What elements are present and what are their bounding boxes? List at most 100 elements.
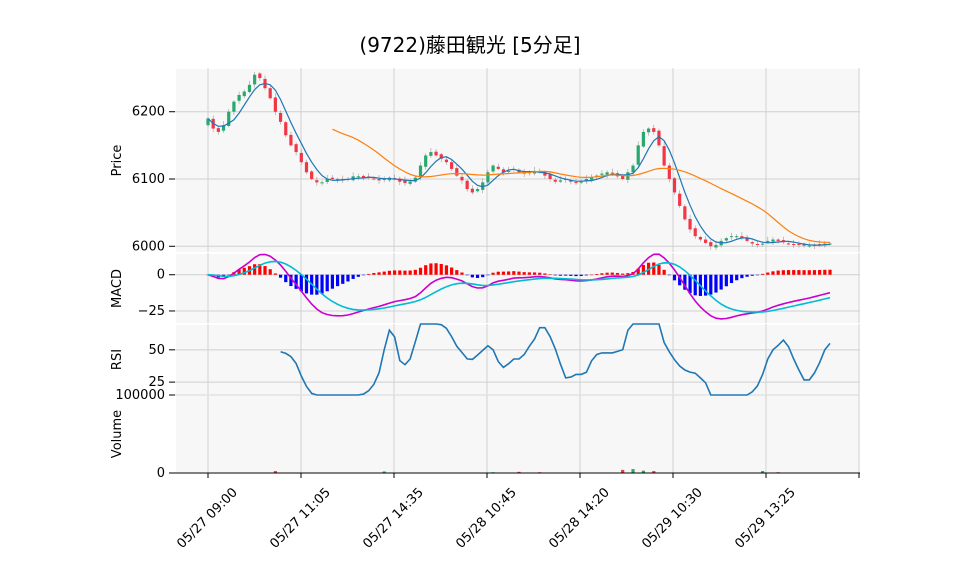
candle-body-46: [444, 159, 449, 163]
macd-bar-40: [413, 269, 417, 275]
candle-body-83: [636, 145, 640, 165]
candle-body-22: [320, 182, 324, 184]
candle-body-14: [278, 112, 283, 122]
macd-bar-36: [393, 270, 397, 275]
macd-bar-23: [325, 274, 329, 292]
macd-bar-28: [351, 274, 355, 279]
candle-body-30: [361, 175, 366, 178]
candle-body-104: [745, 237, 749, 241]
candle-body-87: [657, 130, 661, 146]
macd-bar-70: [569, 274, 573, 276]
candle-body-42: [424, 155, 428, 167]
candle-body-55: [491, 165, 495, 172]
macd-bar-38: [403, 270, 407, 275]
candle-body-48: [455, 168, 459, 176]
macd-bar-49: [460, 272, 464, 275]
macd-bar-53: [481, 274, 485, 278]
macd-bar-81: [626, 273, 630, 275]
macd-bar-12: [268, 269, 272, 275]
rsi-line: [280, 323, 831, 396]
candle-body-23: [325, 179, 329, 182]
candle-body-85: [646, 128, 651, 133]
candle-body-37: [398, 178, 402, 182]
macd-bar-98: [714, 274, 718, 293]
macd-bar-94: [693, 274, 697, 296]
macd-bar-33: [377, 272, 381, 275]
macd-bar-119: [823, 269, 827, 275]
macd-bar-62: [527, 272, 531, 275]
macd-bar-16: [289, 274, 293, 287]
macd-bar-34: [382, 271, 386, 275]
candle-body-39: [408, 181, 412, 184]
macd-bar-48: [455, 270, 459, 275]
x-tick-label-5: 05/29 10:30: [639, 485, 706, 552]
candle-body-98: [714, 244, 718, 248]
candle-body-92: [683, 206, 687, 220]
macd-bar-68: [558, 274, 563, 276]
macd-bar-77: [605, 272, 609, 275]
macd-bar-110: [776, 270, 780, 275]
candle-body-10: [258, 73, 262, 79]
candle-body-45: [439, 154, 443, 159]
macd-bar-31: [367, 273, 371, 275]
candle-body-29: [356, 176, 360, 178]
macd-ylabel: MACD: [110, 269, 125, 308]
macd-bar-113: [792, 270, 796, 275]
macd-bar-74: [589, 274, 594, 276]
chart-title: (9722)藤田観光 [5分足]: [359, 33, 580, 57]
macd-bar-69: [564, 274, 568, 276]
macd-bar-116: [807, 270, 811, 275]
candle-body-7: [242, 91, 246, 97]
candle-body-78: [610, 172, 614, 174]
candle-body-4: [227, 111, 231, 126]
candle-body-80: [621, 175, 625, 179]
macd-bar-57: [501, 271, 506, 275]
macd-bar-83: [636, 268, 640, 275]
candle-body-50: [465, 180, 469, 190]
candle-body-0: [206, 118, 210, 126]
macd-bar-79: [615, 272, 620, 275]
macd-bar-4: [227, 274, 231, 276]
candle-body-43: [429, 152, 433, 156]
candle-body-5: [232, 101, 236, 112]
macd-bar-73: [584, 274, 588, 276]
macd-bar-103: [740, 274, 744, 279]
candle-body-51: [470, 188, 474, 193]
candle-body-18: [299, 152, 303, 163]
rsi-ytick-50: 50: [148, 343, 165, 358]
candle-body-40: [413, 177, 417, 182]
candle-body-105: [750, 242, 754, 244]
candle-body-101: [729, 236, 734, 238]
macd-bar-102: [735, 274, 739, 281]
macd-bar-7: [242, 267, 246, 275]
candle-body-8: [247, 84, 252, 92]
macd-bar-19: [304, 274, 309, 294]
macd-bar-52: [475, 274, 480, 278]
macd-bar-97: [709, 274, 713, 295]
macd-bar-87: [657, 264, 661, 275]
ma-short-line: [207, 82, 831, 246]
x-tick-label-2: 05/27 14:35: [360, 485, 427, 552]
candle-body-94: [693, 228, 697, 237]
macd-bar-111: [781, 270, 785, 275]
x-tick-label-6: 05/29 13:25: [732, 485, 799, 552]
x-tick-label-1: 05/27 11:05: [267, 485, 334, 552]
macd-bar-91: [678, 274, 682, 286]
candle-body-13: [273, 97, 277, 112]
macd-bar-9: [253, 264, 257, 275]
macd-bar-11: [263, 266, 267, 275]
candle-body-58: [507, 170, 511, 172]
candle-body-52: [475, 189, 480, 192]
candle-body-96: [704, 239, 708, 243]
macd-bar-26: [341, 274, 345, 284]
price-ylabel: Price: [110, 145, 125, 177]
macd-bar-27: [346, 274, 350, 282]
macd-bar-24: [330, 274, 334, 289]
candle-body-114: [797, 243, 801, 245]
volume-bar-82: [631, 469, 635, 473]
macd-bar-118: [818, 269, 822, 275]
candle-body-33: [377, 179, 381, 181]
candle-body-57: [501, 169, 506, 173]
